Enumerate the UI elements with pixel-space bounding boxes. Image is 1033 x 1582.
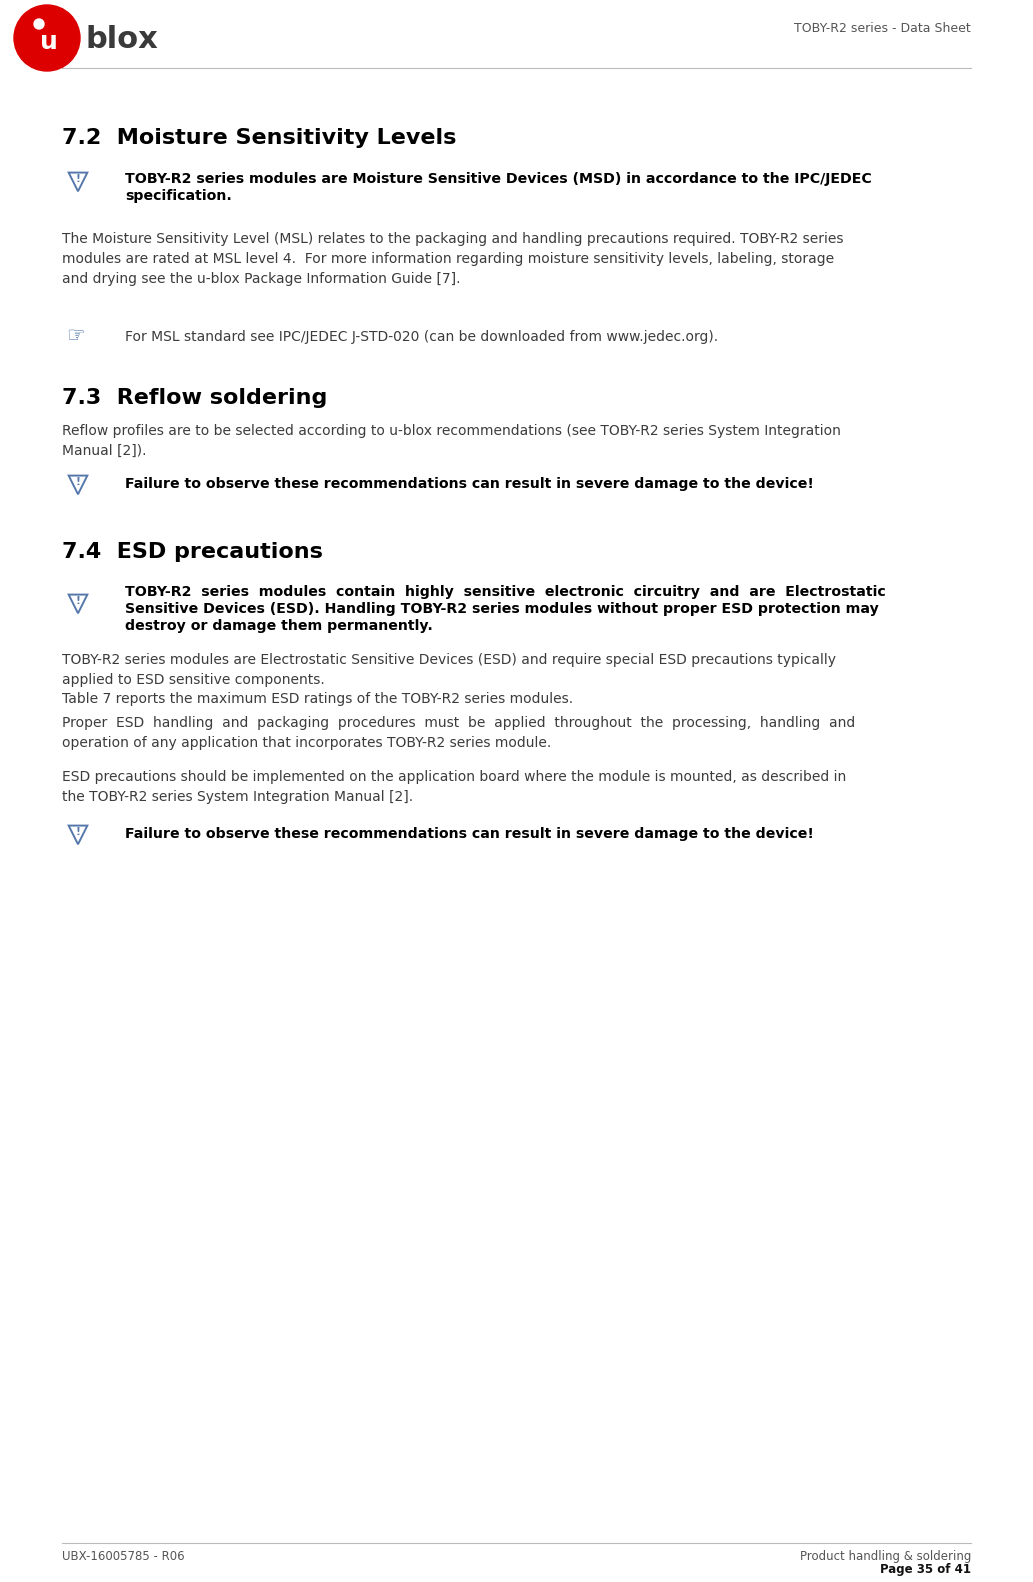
Circle shape bbox=[14, 5, 80, 71]
Text: destroy or damage them permanently.: destroy or damage them permanently. bbox=[125, 619, 433, 633]
Text: u: u bbox=[40, 30, 58, 54]
Text: TOBY-R2 series modules are Moisture Sensitive Devices (MSD) in accordance to the: TOBY-R2 series modules are Moisture Sens… bbox=[125, 172, 872, 187]
Text: 7.2  Moisture Sensitivity Levels: 7.2 Moisture Sensitivity Levels bbox=[62, 128, 457, 149]
Text: Proper  ESD  handling  and  packaging  procedures  must  be  applied  throughout: Proper ESD handling and packaging proced… bbox=[62, 717, 855, 750]
Text: Failure to observe these recommendations can result in severe damage to the devi: Failure to observe these recommendations… bbox=[125, 478, 814, 490]
Text: UBX-16005785 - R06: UBX-16005785 - R06 bbox=[62, 1550, 185, 1563]
Circle shape bbox=[34, 19, 44, 28]
Text: ☞: ☞ bbox=[66, 326, 86, 346]
Text: The Moisture Sensitivity Level (MSL) relates to the packaging and handling preca: The Moisture Sensitivity Level (MSL) rel… bbox=[62, 233, 844, 286]
Text: !: ! bbox=[75, 174, 81, 184]
Text: For MSL standard see IPC/JEDEC J-STD-020 (can be downloaded from www.jedec.org).: For MSL standard see IPC/JEDEC J-STD-020… bbox=[125, 331, 718, 343]
Text: Page 35 of 41: Page 35 of 41 bbox=[880, 1563, 971, 1576]
Text: blox: blox bbox=[85, 25, 158, 54]
Text: Sensitive Devices (ESD). Handling TOBY-R2 series modules without proper ESD prot: Sensitive Devices (ESD). Handling TOBY-R… bbox=[125, 603, 879, 615]
Text: 7.4  ESD precautions: 7.4 ESD precautions bbox=[62, 543, 323, 562]
Text: Table 7 reports the maximum ESD ratings of the TOBY-R2 series modules.: Table 7 reports the maximum ESD ratings … bbox=[62, 691, 573, 706]
Text: TOBY-R2 series modules are Electrostatic Sensitive Devices (ESD) and require spe: TOBY-R2 series modules are Electrostatic… bbox=[62, 653, 836, 687]
Text: TOBY-R2  series  modules  contain  highly  sensitive  electronic  circuitry  and: TOBY-R2 series modules contain highly se… bbox=[125, 585, 885, 600]
Text: !: ! bbox=[75, 596, 81, 606]
Text: specification.: specification. bbox=[125, 188, 231, 202]
Text: 7.3  Reflow soldering: 7.3 Reflow soldering bbox=[62, 388, 327, 408]
Text: TOBY-R2 series - Data Sheet: TOBY-R2 series - Data Sheet bbox=[794, 22, 971, 35]
Text: !: ! bbox=[75, 478, 81, 487]
Text: Failure to observe these recommendations can result in severe damage to the devi: Failure to observe these recommendations… bbox=[125, 827, 814, 842]
Text: Reflow profiles are to be selected according to u-blox recommendations (see TOBY: Reflow profiles are to be selected accor… bbox=[62, 424, 841, 459]
Text: ESD precautions should be implemented on the application board where the module : ESD precautions should be implemented on… bbox=[62, 770, 846, 804]
Text: Product handling & soldering: Product handling & soldering bbox=[800, 1550, 971, 1563]
Text: !: ! bbox=[75, 827, 81, 837]
